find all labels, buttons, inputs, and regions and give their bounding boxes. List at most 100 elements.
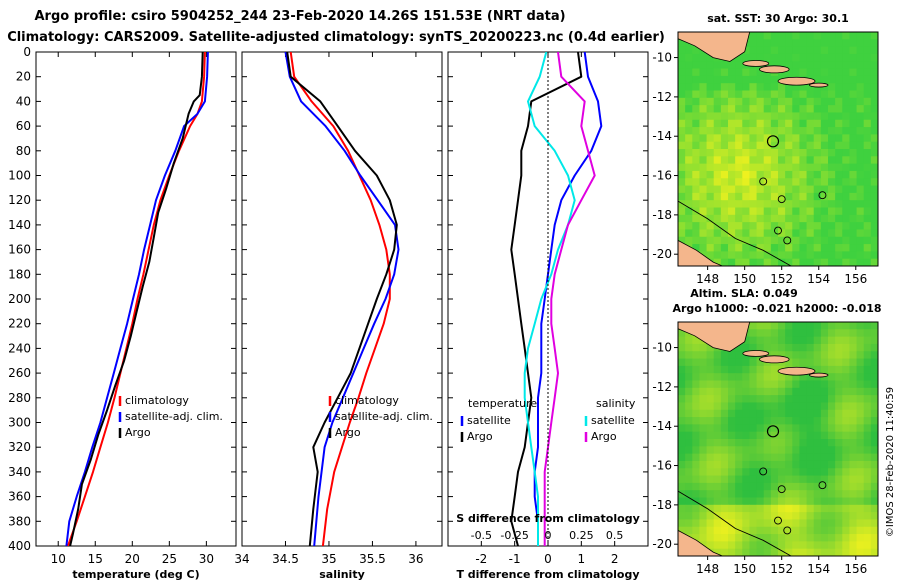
map-cell bbox=[856, 214, 865, 223]
map-cell bbox=[728, 200, 736, 209]
map-cell bbox=[870, 112, 878, 121]
map-cell bbox=[799, 358, 808, 367]
x-tick-label: 154 bbox=[807, 272, 830, 286]
map-cell bbox=[699, 112, 708, 121]
map-cell bbox=[828, 365, 836, 374]
map-cell bbox=[849, 482, 858, 491]
map-cell bbox=[713, 251, 722, 260]
map-cell bbox=[849, 322, 858, 330]
map-cell bbox=[799, 251, 808, 260]
map-cell bbox=[835, 402, 843, 411]
map-cell bbox=[849, 127, 858, 135]
map-cell bbox=[856, 83, 865, 92]
map-cell bbox=[692, 439, 701, 447]
legend-label: satellite-adj. clim. bbox=[335, 410, 433, 423]
map-cell bbox=[728, 446, 736, 455]
map-cell bbox=[842, 68, 851, 77]
map-cell bbox=[735, 112, 743, 121]
map-cell bbox=[728, 512, 736, 521]
map-cell bbox=[749, 214, 758, 223]
map-field bbox=[678, 32, 878, 266]
map-cell bbox=[770, 251, 779, 260]
map-cell bbox=[720, 395, 729, 404]
map-cell bbox=[863, 251, 872, 260]
map-cell bbox=[692, 214, 701, 223]
map-cell bbox=[763, 207, 772, 216]
map-cell bbox=[820, 236, 829, 245]
map-cell bbox=[763, 526, 772, 535]
map-cell bbox=[813, 468, 822, 477]
map-cell bbox=[706, 229, 715, 238]
map-cell bbox=[778, 178, 786, 187]
map-cell bbox=[763, 214, 772, 223]
map-cell bbox=[785, 519, 793, 528]
map-cell bbox=[778, 431, 786, 440]
map-cell bbox=[728, 380, 736, 389]
map-cell bbox=[785, 83, 793, 92]
map-cell bbox=[849, 548, 858, 556]
map-cell bbox=[728, 548, 736, 556]
land-new-guinea bbox=[678, 322, 751, 352]
map-cell bbox=[706, 97, 715, 106]
map-cell bbox=[770, 185, 779, 194]
map-cell bbox=[678, 39, 686, 48]
map-cell bbox=[785, 258, 793, 266]
map-cell bbox=[678, 68, 686, 77]
map-cell bbox=[692, 387, 701, 396]
map-cell bbox=[785, 178, 793, 187]
plot-area bbox=[35, 51, 237, 547]
map-cell bbox=[870, 39, 878, 48]
map-cell bbox=[699, 373, 708, 382]
y-tick-label: 200 bbox=[8, 292, 31, 306]
map-cell bbox=[792, 439, 801, 447]
map-cell bbox=[756, 112, 765, 121]
map-cell bbox=[799, 512, 808, 521]
x-tick-label: 30 bbox=[199, 552, 214, 566]
map-cell bbox=[835, 229, 843, 238]
map-cell bbox=[720, 214, 729, 223]
map-cell bbox=[792, 424, 801, 433]
map-cell bbox=[792, 185, 801, 194]
map-cell bbox=[685, 402, 693, 411]
map-cell bbox=[699, 236, 708, 245]
map-cell bbox=[742, 380, 751, 389]
map-cell bbox=[749, 119, 758, 128]
map-cell bbox=[849, 387, 858, 396]
map-cell bbox=[756, 534, 765, 542]
map-cell bbox=[756, 497, 765, 506]
map-cell bbox=[713, 460, 722, 469]
map-cell bbox=[699, 380, 708, 389]
map-cell bbox=[749, 90, 758, 99]
y-tick-label: 400 bbox=[8, 539, 31, 553]
map-cell bbox=[856, 336, 865, 345]
map-cell bbox=[699, 105, 708, 114]
map-cell bbox=[849, 504, 858, 513]
map-cell bbox=[770, 336, 779, 345]
map-cell bbox=[835, 519, 843, 528]
map-cell bbox=[806, 424, 815, 433]
map-cell bbox=[742, 97, 751, 106]
map-cell bbox=[720, 482, 729, 491]
map-cell bbox=[828, 222, 836, 231]
map-cell bbox=[828, 387, 836, 396]
map-cell bbox=[820, 68, 829, 77]
map-cell bbox=[763, 395, 772, 404]
map-cell bbox=[785, 222, 793, 231]
map-cell bbox=[742, 229, 751, 238]
map-cell bbox=[713, 83, 722, 92]
map-cell bbox=[863, 90, 872, 99]
map-cell bbox=[699, 475, 708, 484]
map-cell bbox=[820, 351, 829, 360]
map-cell bbox=[728, 373, 736, 382]
map-cell bbox=[799, 68, 808, 77]
map-cell bbox=[742, 258, 751, 266]
y-tick-label: -18 bbox=[652, 208, 672, 222]
map-cell bbox=[749, 163, 758, 172]
map-cell bbox=[763, 53, 772, 62]
map-cell bbox=[749, 519, 758, 528]
map-cell bbox=[706, 207, 715, 216]
y-tick-label: 60 bbox=[16, 119, 31, 133]
map-cell bbox=[713, 431, 722, 440]
map-cell bbox=[678, 222, 686, 231]
map-cell bbox=[828, 402, 836, 411]
